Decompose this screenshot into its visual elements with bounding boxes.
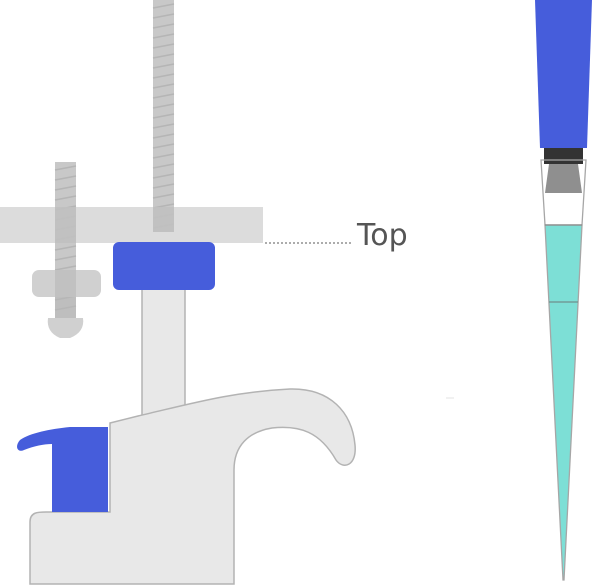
bolt-head: [47, 318, 84, 338]
pipette-tip-icon: [535, 0, 592, 581]
blue-trigger: [17, 427, 108, 512]
top-label: Top: [356, 218, 408, 253]
blue-cap: [113, 242, 215, 290]
top-plate: [0, 207, 263, 243]
pipette-cone: [545, 164, 582, 193]
pipette-shaft: [535, 0, 592, 148]
tip-liquid: [544, 224, 583, 581]
pipette-collar: [544, 148, 583, 164]
holder-body: [29, 388, 356, 585]
tall-threaded-rod: [152, 0, 175, 232]
pipette-holder-icon: [0, 0, 356, 585]
holder-stem: [141, 285, 186, 419]
